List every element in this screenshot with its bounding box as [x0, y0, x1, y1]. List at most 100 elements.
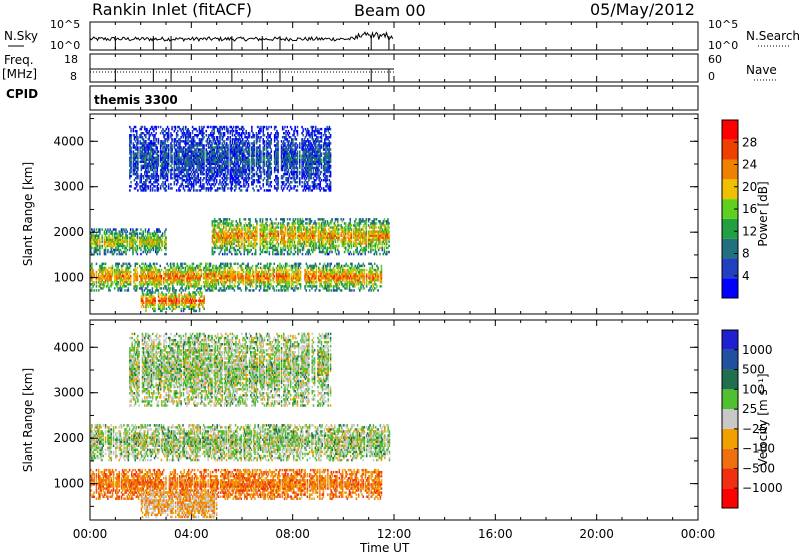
heatmap-cell	[379, 252, 381, 256]
heatmap-cell	[334, 270, 336, 274]
heatmap-cell	[118, 272, 121, 276]
heatmap-cell	[387, 226, 389, 229]
heatmap-cell	[306, 226, 308, 229]
heatmap-cell	[331, 246, 333, 250]
heatmap-cell	[197, 287, 199, 290]
heatmap-cell	[332, 277, 335, 280]
heatmap-cell	[233, 246, 235, 250]
heatmap-cell	[292, 289, 295, 292]
cpid-mode: themis 3300	[94, 93, 178, 107]
heatmap-cell	[282, 242, 284, 246]
heatmap-cell	[286, 274, 288, 278]
heatmap-cell	[130, 154, 132, 157]
heatmap-cell	[261, 283, 263, 286]
heatmap-cell	[338, 250, 340, 254]
heatmap-cell	[273, 270, 276, 274]
heatmap-cell	[129, 240, 132, 244]
heatmap-cell	[380, 266, 383, 270]
heatmap-cell	[228, 240, 231, 244]
heatmap-cell	[150, 240, 152, 244]
heatmap-cell	[351, 266, 353, 270]
heatmap-cell	[174, 301, 177, 304]
heatmap-cell	[332, 230, 334, 233]
heatmap-cell	[145, 174, 147, 178]
heatmap-cell	[333, 222, 336, 225]
heatmap-cell	[187, 293, 189, 296]
heatmap-cell	[150, 174, 153, 178]
heatmap-cell	[217, 272, 220, 276]
heatmap-cell	[318, 224, 321, 227]
heatmap-cell	[135, 232, 138, 235]
heatmap-cell	[220, 262, 222, 266]
heatmap-cell	[147, 142, 149, 145]
heatmap-cell	[131, 238, 133, 241]
heatmap-cell	[222, 277, 224, 280]
heatmap-cell	[349, 232, 352, 235]
heatmap-cell	[384, 220, 387, 223]
heatmap-cell	[134, 136, 137, 139]
heatmap-cell	[118, 274, 121, 278]
heatmap-cell	[186, 277, 189, 280]
heatmap-cell	[352, 270, 354, 274]
heatmap-cell	[261, 279, 263, 282]
heatmap-cell	[309, 218, 312, 221]
heatmap-cell	[373, 230, 376, 233]
heatmap-cell	[198, 301, 201, 304]
heatmap-cell	[129, 152, 131, 155]
heatmap-cell	[165, 246, 167, 250]
heatmap-cell	[164, 272, 166, 276]
heatmap-cell	[95, 272, 98, 276]
heatmap-cell	[332, 246, 334, 250]
heatmap-cell	[381, 230, 384, 233]
heatmap-cell	[261, 272, 263, 276]
heatmap-cell	[313, 242, 315, 246]
heatmap-cell	[322, 248, 324, 252]
heatmap-cell	[305, 262, 308, 266]
heatmap-cell	[141, 187, 144, 190]
heatmap-cell	[189, 305, 192, 309]
heatmap-cell	[314, 264, 317, 268]
heatmap-cell	[158, 230, 160, 233]
heatmap-cell	[134, 234, 137, 237]
heatmap-cell	[375, 250, 378, 254]
heatmap-cell	[325, 236, 328, 239]
heatmap-cell	[379, 281, 382, 284]
heatmap-cell	[318, 242, 321, 246]
heatmap-cell	[330, 262, 333, 266]
heatmap-cell	[293, 244, 296, 248]
heatmap-cell	[315, 266, 318, 270]
heatmap-cell	[380, 230, 382, 233]
heatmap-cell	[362, 277, 365, 280]
heatmap-cell	[164, 242, 166, 246]
heatmap-cell	[197, 305, 200, 309]
heatmap-cell	[113, 281, 116, 284]
heatmap-cell	[359, 264, 361, 268]
heatmap-cell	[173, 262, 175, 266]
heatmap-cell	[186, 264, 189, 268]
heatmap-cell	[163, 307, 166, 311]
heatmap-cell	[147, 277, 149, 280]
heatmap-cell	[103, 238, 106, 241]
heatmap-cell	[353, 242, 355, 246]
heatmap-cell	[139, 136, 141, 139]
heatmap-cell	[98, 236, 100, 239]
heatmap-cell	[259, 234, 262, 237]
heatmap-cell	[147, 152, 149, 155]
heatmap-cell	[255, 270, 257, 274]
heatmap-cell	[99, 274, 101, 278]
heatmap-cell	[270, 238, 273, 241]
heatmap-cell	[126, 248, 129, 252]
heatmap-cell	[107, 283, 109, 286]
heatmap-cell	[120, 274, 123, 278]
heatmap-cell	[353, 283, 355, 286]
heatmap-cell	[143, 266, 146, 270]
heatmap-cell	[339, 270, 342, 274]
heatmap-cell	[332, 244, 334, 248]
heatmap-cell	[334, 274, 336, 278]
heatmap-cell	[90, 279, 92, 282]
heatmap-cell	[100, 270, 102, 274]
heatmap-cell	[192, 305, 194, 309]
heatmap-cell	[90, 238, 92, 241]
heatmap-cell	[147, 270, 149, 274]
heatmap-cell	[148, 177, 151, 180]
